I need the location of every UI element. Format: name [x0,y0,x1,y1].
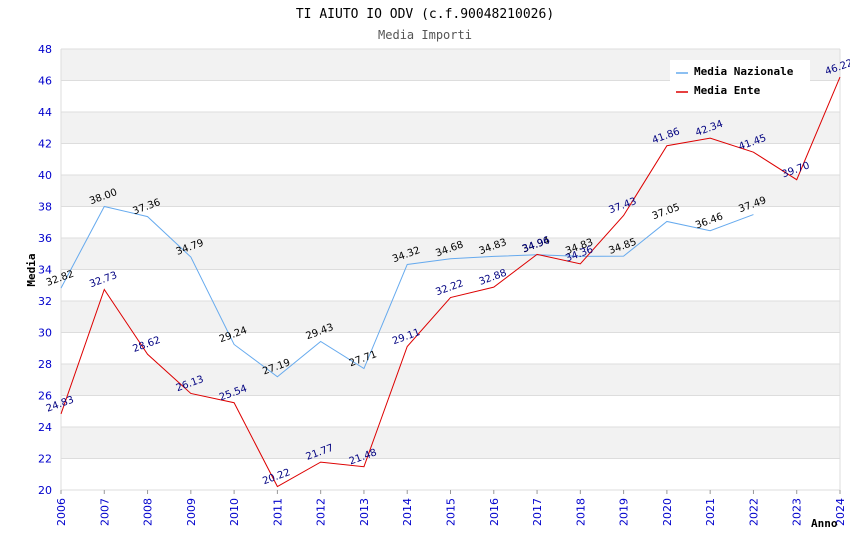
x-tick-2010: 2010 [228,498,241,526]
x-tick-2009: 2009 [185,498,198,526]
band-36 [61,206,840,238]
x-tick-2014: 2014 [401,498,414,526]
x-tick-2021: 2021 [704,498,717,526]
plot-background [61,49,840,490]
x-axis-label: Anno [811,517,838,530]
x-tick-2011: 2011 [271,498,284,526]
x-tick-2017: 2017 [531,498,544,526]
band-38 [61,175,840,207]
x-tick-2018: 2018 [574,498,587,526]
y-tick-48: 48 [38,43,52,56]
y-tick-24: 24 [38,421,52,434]
band-24 [61,395,840,427]
y-tick-34: 34 [38,264,52,277]
x-tick-2022: 2022 [747,498,760,526]
x-tick-2015: 2015 [445,498,458,526]
y-tick-38: 38 [38,201,52,214]
x-tick-2013: 2013 [358,498,371,526]
y-tick-26: 26 [38,390,52,403]
y-tick-30: 30 [38,327,52,340]
y-tick-40: 40 [38,169,52,182]
series-lines [60,76,841,488]
chart-subtitle: Media Importi [378,28,472,42]
y-tick-20: 20 [38,484,52,497]
band-26 [61,364,840,396]
y-axis-label: Media [25,253,38,286]
legend-label-media-nazionale: Media Nazionale [694,65,794,78]
legend: Media Nazionale Media Ente [670,60,810,102]
y-tick-22: 22 [38,453,52,466]
x-tick-2023: 2023 [791,498,804,526]
band-28 [61,332,840,364]
x-tick-2007: 2007 [98,498,111,526]
x-tick-2012: 2012 [315,498,328,526]
y-tick-36: 36 [38,232,52,245]
x-axis-ticks: 2006 2007 2008 2009 2010 2011 2012 2013 2014 2015… [55,490,847,526]
y-tick-44: 44 [38,106,52,119]
band-40 [61,143,840,175]
band-30 [61,301,840,333]
chart-title: TI AIUTO IO ODV (c.f.90048210026) [296,7,554,22]
y-tick-42: 42 [38,138,52,151]
y-tick-32: 32 [38,295,52,308]
y-tick-28: 28 [38,358,52,371]
band-32 [61,269,840,301]
x-tick-2008: 2008 [142,498,155,526]
band-34 [61,238,840,270]
gridlines [60,48,841,491]
x-tick-2024: 2024 [834,498,847,526]
legend-box [670,60,810,102]
x-tick-2006: 2006 [55,498,68,526]
legend-label-media-ente: Media Ente [694,84,761,97]
series-line-media-nazionale [60,205,754,378]
band-22 [61,427,840,459]
x-tick-2020: 2020 [661,498,674,526]
x-tick-2019: 2019 [618,498,631,526]
x-tick-2016: 2016 [488,498,501,526]
series-line-media-ente [60,76,841,488]
band-20 [61,458,840,490]
y-axis-ticks: 20 22 24 26 28 30 32 34 36 38 40 42 44 46 48 [38,43,52,497]
y-tick-46: 46 [38,75,52,88]
